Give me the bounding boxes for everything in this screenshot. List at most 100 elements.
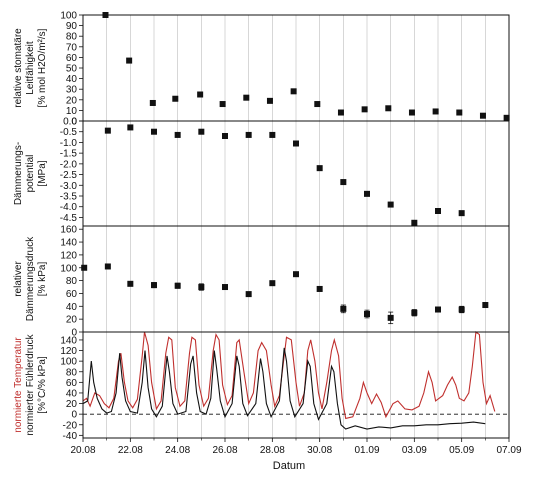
data-point [316,285,323,292]
x-tick-label: 22.08 [118,445,143,456]
data-point [174,131,181,138]
y-axis-title-black: normierter Fühlerdruck [25,333,36,435]
y-tick-label: 0 [71,328,77,339]
y-tick-label: 60 [66,289,78,300]
data-point [198,128,205,135]
y-axis-title: Dämmerungs- [13,142,24,205]
x-axis: 20.08 22.08 24.08 26.08 28.08 30.08 01.09 03.09… [70,438,522,456]
y-tick-label: 80 [66,276,78,287]
data-point [387,314,394,321]
y-tick-label: 70 [66,42,78,53]
data-point [385,105,392,112]
x-tick-label: 28.08 [260,445,285,456]
y-axis-title: relativer [13,261,24,297]
data-point [337,109,344,116]
y-tick-label: 50 [66,64,78,75]
data-point [293,140,299,147]
y-tick-label: 120 [60,250,77,261]
y-tick-label: -40 [63,431,78,442]
y-tick-label: -1.0 [60,138,78,149]
y-tick-label: 80 [66,367,78,378]
data-point [197,91,204,98]
data-point [482,302,489,309]
x-tick-label: 03.09 [402,445,427,456]
data-point [361,106,368,113]
data-point [479,112,486,119]
x-tick-label: 24.08 [165,445,190,456]
data-point [411,219,418,226]
y-tick-label: 100 [60,357,77,368]
y-axis-title: Leitfähigkeit [25,41,36,95]
y-tick-label: 20 [66,315,78,326]
y-tick-label: 160 [60,225,77,236]
y-axis-title: potential [25,155,36,193]
x-tick-label: 20.08 [70,445,95,456]
y-tick-label: 40 [66,388,78,399]
data-point [104,127,111,134]
data-point [432,108,439,115]
data-point [503,114,510,121]
data-point [104,263,111,270]
y-tick-label: 140 [60,238,77,249]
data-point [411,309,418,316]
series-line-fuehlerdruck [82,347,486,430]
data-point [172,95,179,102]
data-point [293,271,299,278]
y-tick-label: 40 [66,302,78,313]
data-point [222,133,228,139]
y-tick-label: 90 [66,21,78,32]
data-point [387,201,394,208]
series-line-temperatur [82,330,496,420]
x-tick-label: 07.09 [496,445,521,456]
x-axis-title: Datum [273,460,305,472]
y-tick-label: -1.5 [60,149,78,160]
data-point [290,88,297,95]
data-point [456,109,463,116]
y-axis-title: [MPa] [37,160,48,186]
y-tick-label: -4.0 [60,202,78,213]
y-tick-label: -3.0 [60,181,78,192]
data-point [127,280,134,287]
y-tick-label: 80 [66,32,78,43]
y-tick-label: 100 [60,263,77,274]
y-tick-label: 0.0 [63,117,77,128]
y-tick-label: -20 [63,420,78,431]
y-tick-label: 20 [66,399,78,410]
data-point [219,101,226,108]
data-point [198,284,205,291]
data-point [151,128,157,135]
data-point [81,264,88,271]
data-point [340,179,347,186]
data-point [245,131,252,138]
data-point [340,305,347,312]
data-point [266,97,273,104]
y-tick-label: 20 [66,95,78,106]
y-tick-label: 120 [60,346,77,357]
y-axis-title: [% kPa] [37,262,48,297]
data-point [269,131,276,138]
data-point [243,94,250,101]
y-tick-label: 60 [66,378,78,389]
data-point [245,291,252,298]
data-point [174,282,181,289]
y-tick-label: -2.5 [60,170,78,181]
data-point [435,208,441,214]
y-tick-label: 60 [66,53,78,64]
y-tick-label: -4.5 [60,213,78,224]
data-point [126,57,133,64]
x-tick-label: 30.08 [307,445,332,456]
y-tick-label: 10 [66,106,78,117]
data-point [151,282,157,289]
y-axis-title: [% mol H2O/m²/s] [37,28,48,107]
y-tick-label: 40 [66,74,78,85]
y-tick-label: -2.0 [60,159,78,170]
data-point [364,311,370,318]
data-point [269,280,276,287]
y-axis-title: Dämmerungsdruck [25,236,36,321]
data-point [222,284,228,291]
